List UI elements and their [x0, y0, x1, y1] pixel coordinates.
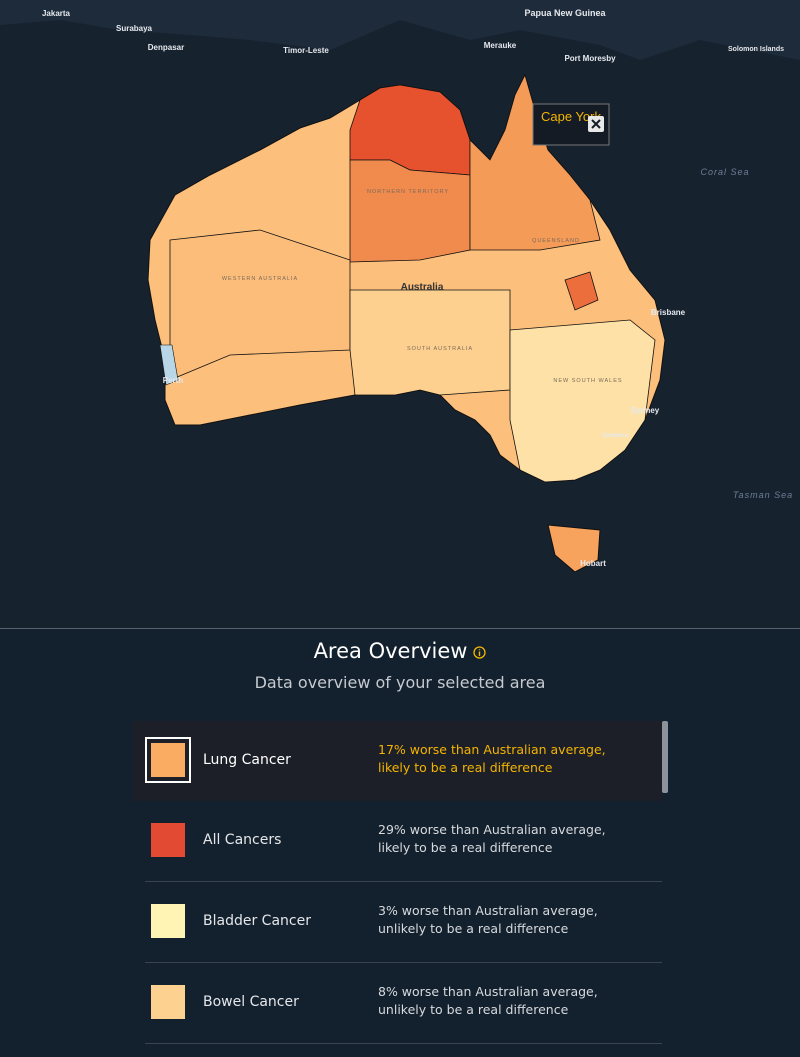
color-swatch [151, 904, 185, 938]
item-name: All Cancers [203, 832, 282, 848]
place-label: Denpasar [148, 43, 184, 52]
tooltip-label: Cape York [541, 109, 601, 124]
list-item[interactable]: Lung Cancer 17% worse than Australian ave… [132, 721, 662, 801]
list-item[interactable]: Bowel Cancer 8% worse than Australian ave… [145, 963, 662, 1044]
info-icon[interactable] [473, 645, 487, 659]
close-button[interactable] [588, 116, 604, 132]
place-label: Sydney [631, 406, 660, 415]
place-label: Timor-Leste [283, 46, 329, 55]
tasmania [547, 524, 601, 573]
place-label: Hobart [580, 559, 606, 568]
place-label: Jakarta [42, 9, 71, 18]
region-label: NEW SOUTH WALES [553, 378, 622, 384]
nsw-region [509, 319, 656, 483]
region-label: QUEENSLAND [532, 238, 580, 244]
nt-region [349, 159, 471, 263]
place-label: Merauke [484, 41, 517, 50]
region-label: SOUTH AUSTRALIA [407, 346, 473, 352]
color-swatch [151, 985, 185, 1019]
tooltip: Cape York [532, 103, 610, 146]
item-name: Bowel Cancer [203, 994, 299, 1010]
land-north [0, 0, 800, 60]
perth-area [159, 344, 179, 386]
item-description: 8% worse than Australian average, unlike… [378, 984, 598, 1017]
sea-label: Tasman Sea [733, 490, 793, 500]
list-item[interactable]: All Cancers 29% worse than Australian ave… [145, 801, 662, 882]
item-name: Lung Cancer [203, 752, 291, 768]
item-list: Lung Cancer 17% worse than Australian ave… [132, 721, 662, 1044]
place-label: Papua New Guinea [524, 8, 606, 18]
color-swatch [145, 737, 191, 783]
sea-label: Coral Sea [700, 167, 749, 177]
place-label: Surabaya [116, 24, 153, 33]
place-label: Port Moresby [564, 54, 616, 63]
overview-panel: Area Overview Data overview of your sele… [0, 628, 800, 1057]
scrollbar[interactable] [662, 721, 668, 793]
list-item[interactable]: Bladder Cancer 3% worse than Australian a… [145, 882, 662, 963]
item-description: 3% worse than Australian average, unlike… [378, 903, 598, 936]
place-label: Solomon Islands [728, 46, 784, 53]
region-label: WESTERN AUSTRALIA [222, 276, 298, 282]
item-description: 17% worse than Australian average, likel… [378, 742, 606, 775]
place-label: Australia [401, 282, 444, 293]
tooltip-text: Cape York [541, 109, 601, 124]
item-description: 29% worse than Australian average, likel… [378, 822, 606, 855]
title-text: Area Overview [313, 639, 468, 663]
panel-title: Area Overview [0, 639, 800, 663]
color-swatch [151, 823, 185, 857]
place-label: Perth [163, 376, 184, 385]
region-label: NORTHERN TERRITORY [367, 189, 449, 195]
qld-hot [564, 271, 599, 311]
item-name: Bladder Cancer [203, 913, 311, 929]
map: Jakarta Surabaya Denpasar Timor-Leste Pa… [0, 0, 800, 573]
panel-subtitle: Data overview of your selected area [254, 673, 546, 692]
sa-region [349, 289, 511, 396]
qld-north [469, 73, 601, 251]
place-label: Canberra [602, 433, 629, 439]
place-label: Brisbane [651, 308, 686, 317]
